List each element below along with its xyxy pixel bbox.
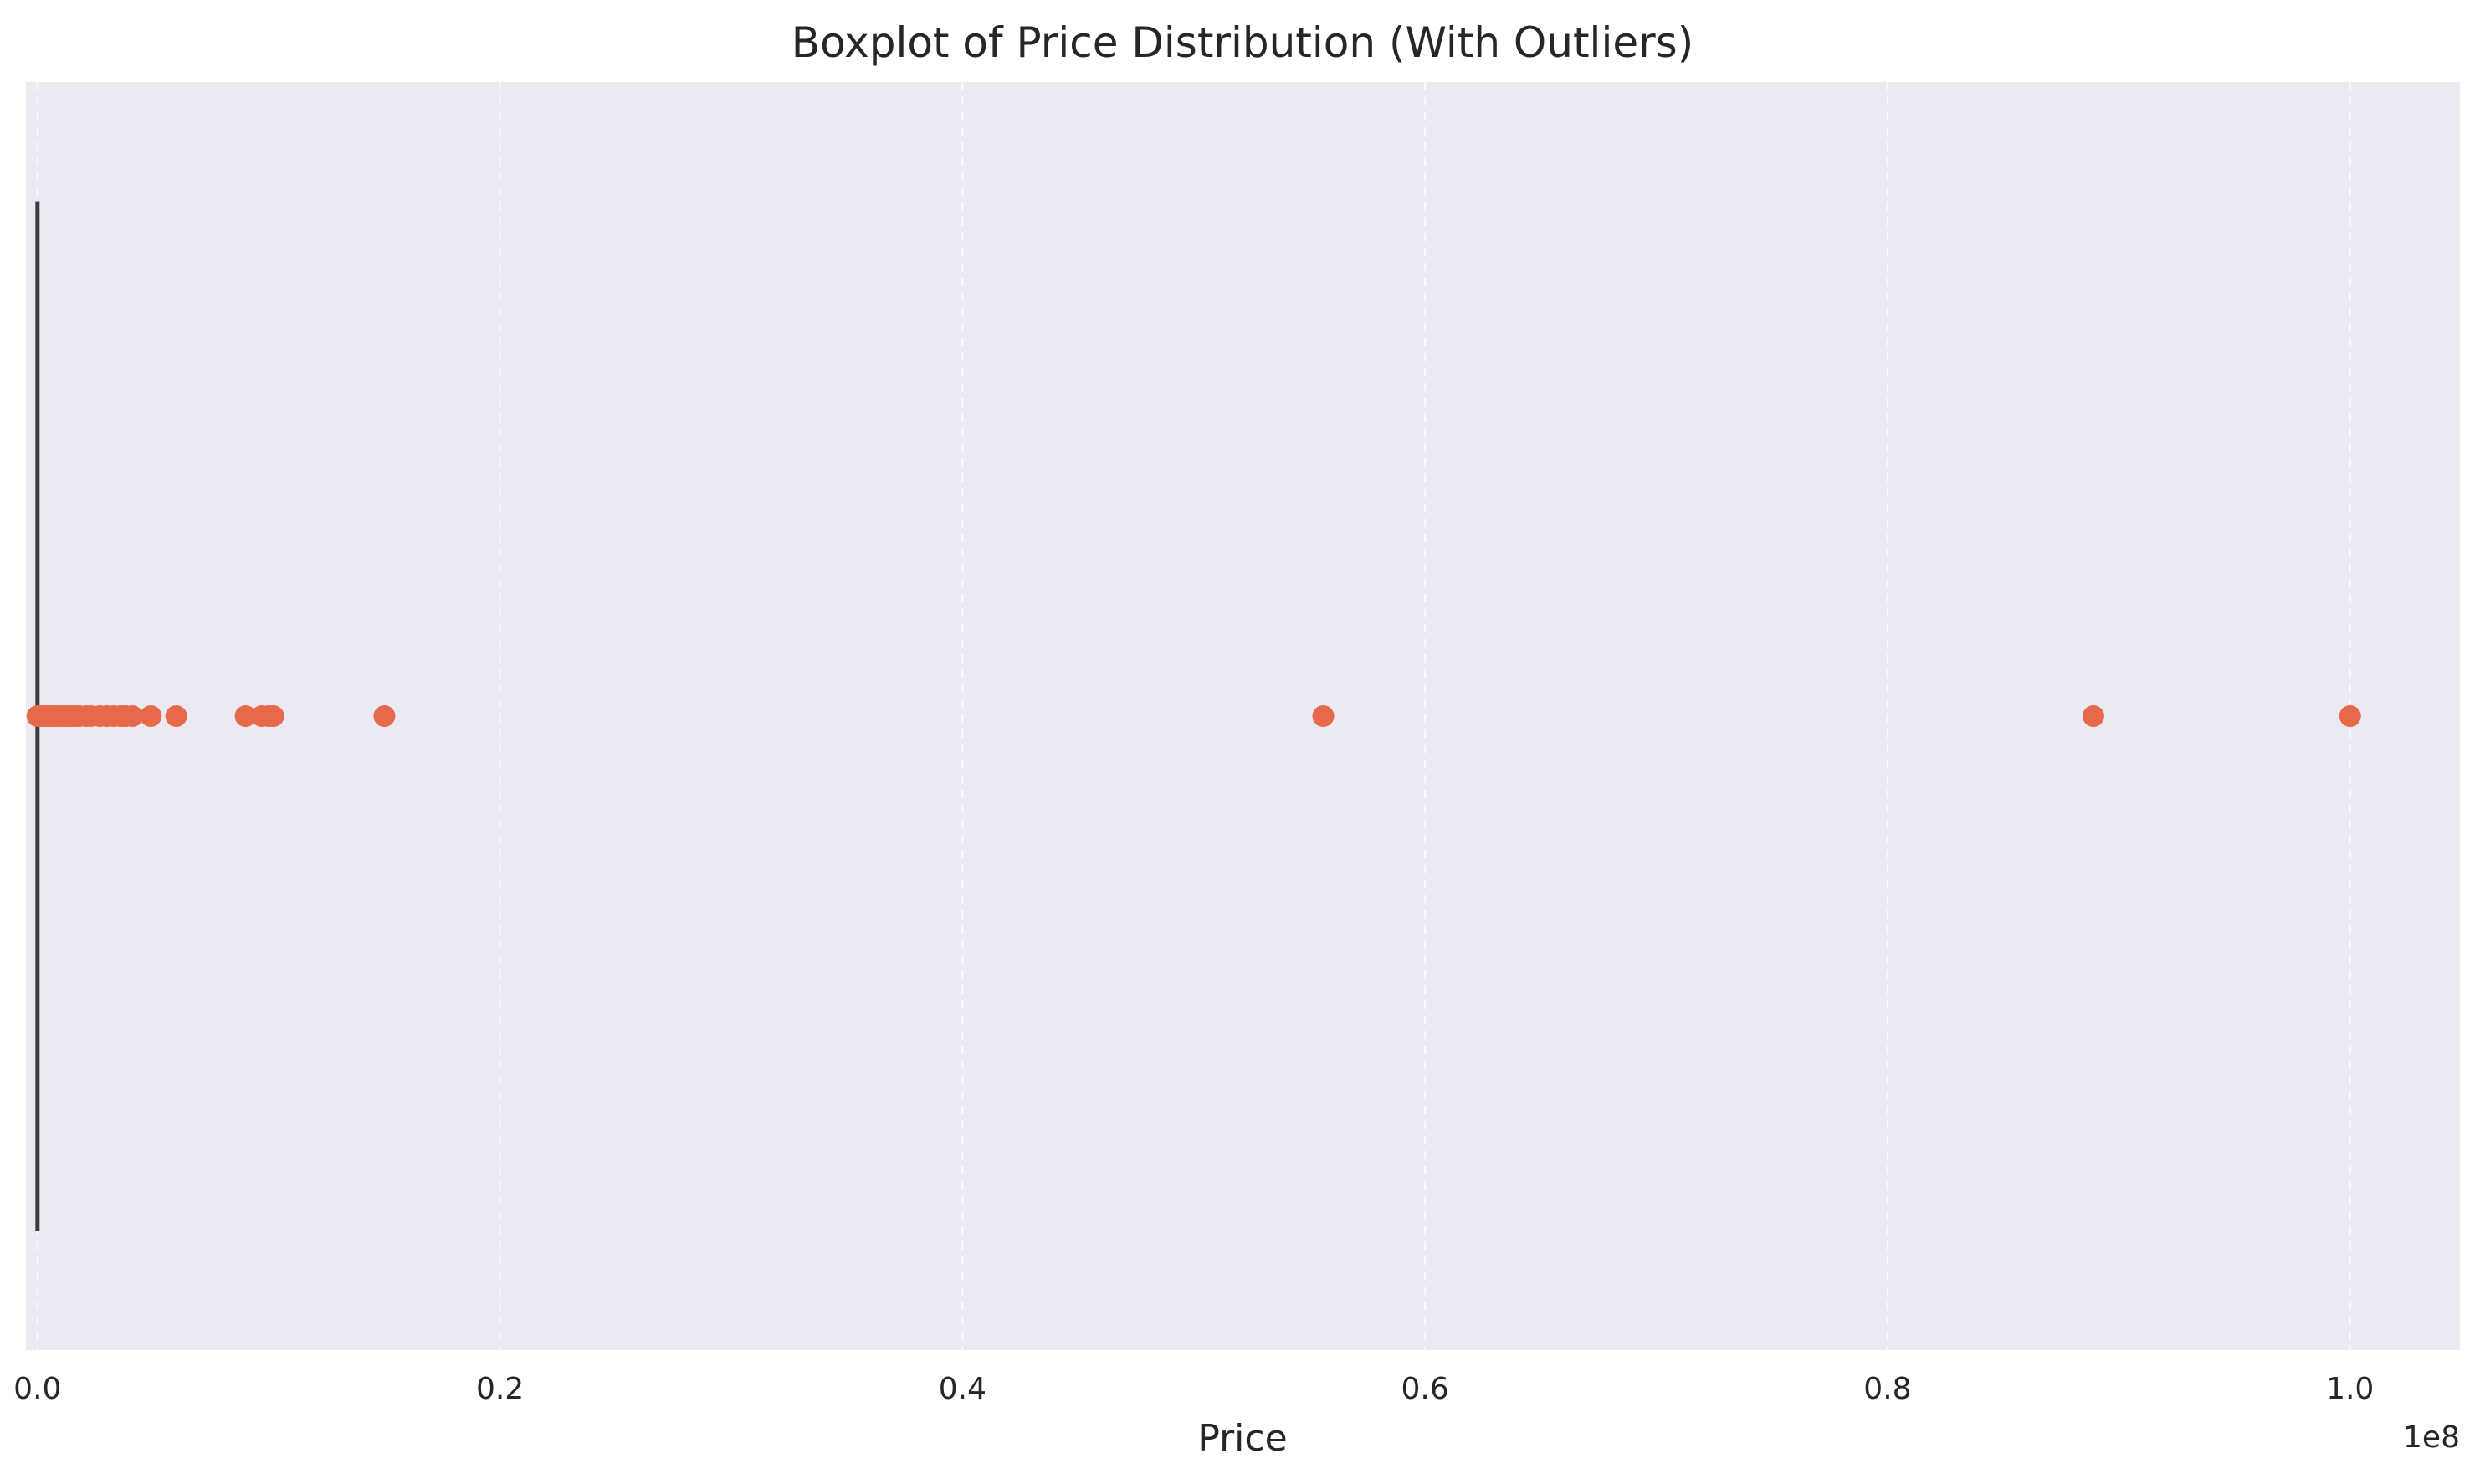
x-axis-label: Price bbox=[1197, 1417, 1287, 1460]
outlier-point bbox=[2082, 705, 2104, 727]
x-tick-label: 0.0 bbox=[13, 1372, 61, 1406]
outlier-point bbox=[373, 705, 396, 727]
chart-title: Boxplot of Price Distribution (With Outl… bbox=[792, 18, 1693, 67]
x-tick-label: 1.0 bbox=[2326, 1372, 2374, 1406]
outlier-point bbox=[262, 705, 284, 727]
outlier-point bbox=[2339, 705, 2361, 727]
x-tick-label: 0.4 bbox=[939, 1372, 986, 1406]
x-tick-labels: 0.0 0.2 0.4 0.6 0.8 1.0 bbox=[13, 1372, 2374, 1406]
outlier-point bbox=[234, 705, 257, 727]
x-tick-label: 0.2 bbox=[476, 1372, 524, 1406]
outlier-point bbox=[165, 705, 187, 727]
outlier-point bbox=[1312, 705, 1335, 727]
axis-offset-label: 1e8 bbox=[2403, 1420, 2460, 1455]
plot-area bbox=[26, 82, 2460, 1350]
outlier-points bbox=[26, 705, 2361, 727]
outlier-point bbox=[121, 705, 144, 727]
x-tick-label: 0.8 bbox=[1863, 1372, 1911, 1406]
outlier-point bbox=[140, 705, 162, 727]
x-tick-label: 0.6 bbox=[1401, 1372, 1449, 1406]
